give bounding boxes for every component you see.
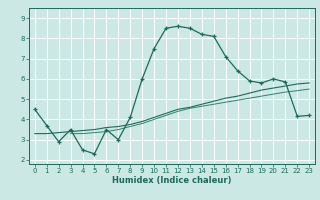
X-axis label: Humidex (Indice chaleur): Humidex (Indice chaleur) bbox=[112, 176, 232, 185]
